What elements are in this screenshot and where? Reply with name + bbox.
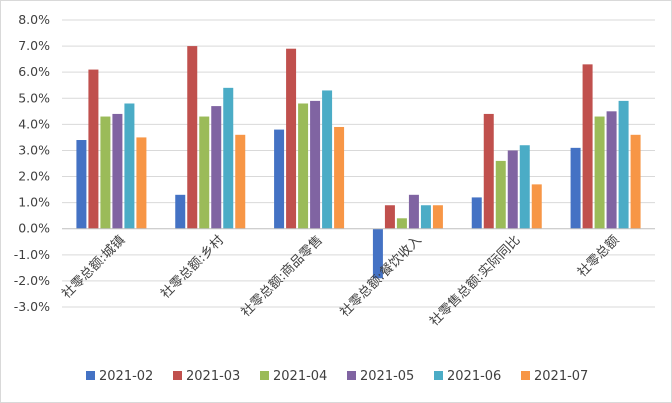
bar [396,218,407,229]
bar [88,69,99,229]
bar [100,116,111,229]
watermark: 格隆汇 [602,372,664,392]
gridlines [62,19,655,308]
bar [175,194,186,229]
bar [483,113,494,229]
legend-label: 2021-04 [273,369,327,384]
bars [76,46,641,279]
bar [235,134,246,229]
bar [136,137,147,229]
y-axis-tick-labels: 8.0% 7.0% 6.0% 5.0% 4.0% 3.0% 2.0% 1.0% 0.0% -1.0… [14,12,50,314]
bar [372,228,383,279]
y-tick-label: -2.0% [14,273,50,288]
bar [471,197,482,229]
y-tick-label: 5.0% [18,90,50,105]
y-tick-label: 0.0% [18,221,50,236]
bar [495,160,506,229]
bar [582,64,593,229]
bar [420,205,431,229]
y-tick-label: 4.0% [18,116,50,131]
y-tick-label: -1.0% [14,247,50,262]
category-label: 社零总额:乡村 [158,232,228,302]
legend-swatch [521,371,530,380]
bar [384,205,395,229]
bar [570,147,581,229]
y-tick-label: 3.0% [18,142,50,157]
legend: 2021-02 2021-03 2021-04 2021-05 2021-06 2021-… [86,369,588,384]
bar [211,106,222,229]
category-label: 社零总额:城镇 [59,232,129,302]
bar [310,100,321,229]
watermark-logo-icon [602,372,622,392]
category-label: 社零总额 [574,232,622,280]
legend-swatch [434,371,443,380]
bar [408,194,419,229]
bar [124,103,135,229]
bar [618,100,629,229]
bar [298,103,309,229]
bar [334,126,345,229]
watermark-text: 格隆汇 [625,375,664,391]
bar [594,116,605,229]
legend-label: 2021-05 [360,369,414,384]
legend-label: 2021-07 [534,369,588,384]
legend-swatch [173,371,182,380]
bar [112,113,123,229]
bar [76,140,87,229]
bar [322,90,333,229]
legend-label: 2021-06 [447,369,501,384]
bar [630,134,641,229]
bar [531,184,542,229]
bar [519,145,530,229]
legend-label: 2021-03 [186,369,240,384]
bar [606,111,617,229]
legend-swatch [86,371,95,380]
y-tick-label: 7.0% [18,38,50,53]
bar [286,48,297,229]
bar [199,116,210,229]
legend-swatch [347,371,356,380]
y-tick-label: 2.0% [18,169,50,184]
y-tick-label: 1.0% [18,195,50,210]
bar [507,150,518,229]
bar [187,46,198,229]
bar [274,129,285,229]
legend-swatch [260,371,269,380]
legend-label: 2021-02 [99,369,153,384]
y-tick-label: 8.0% [18,12,50,27]
bar [432,205,443,229]
y-tick-label: -3.0% [14,299,50,314]
bar [223,87,234,229]
y-tick-label: 6.0% [18,64,50,79]
